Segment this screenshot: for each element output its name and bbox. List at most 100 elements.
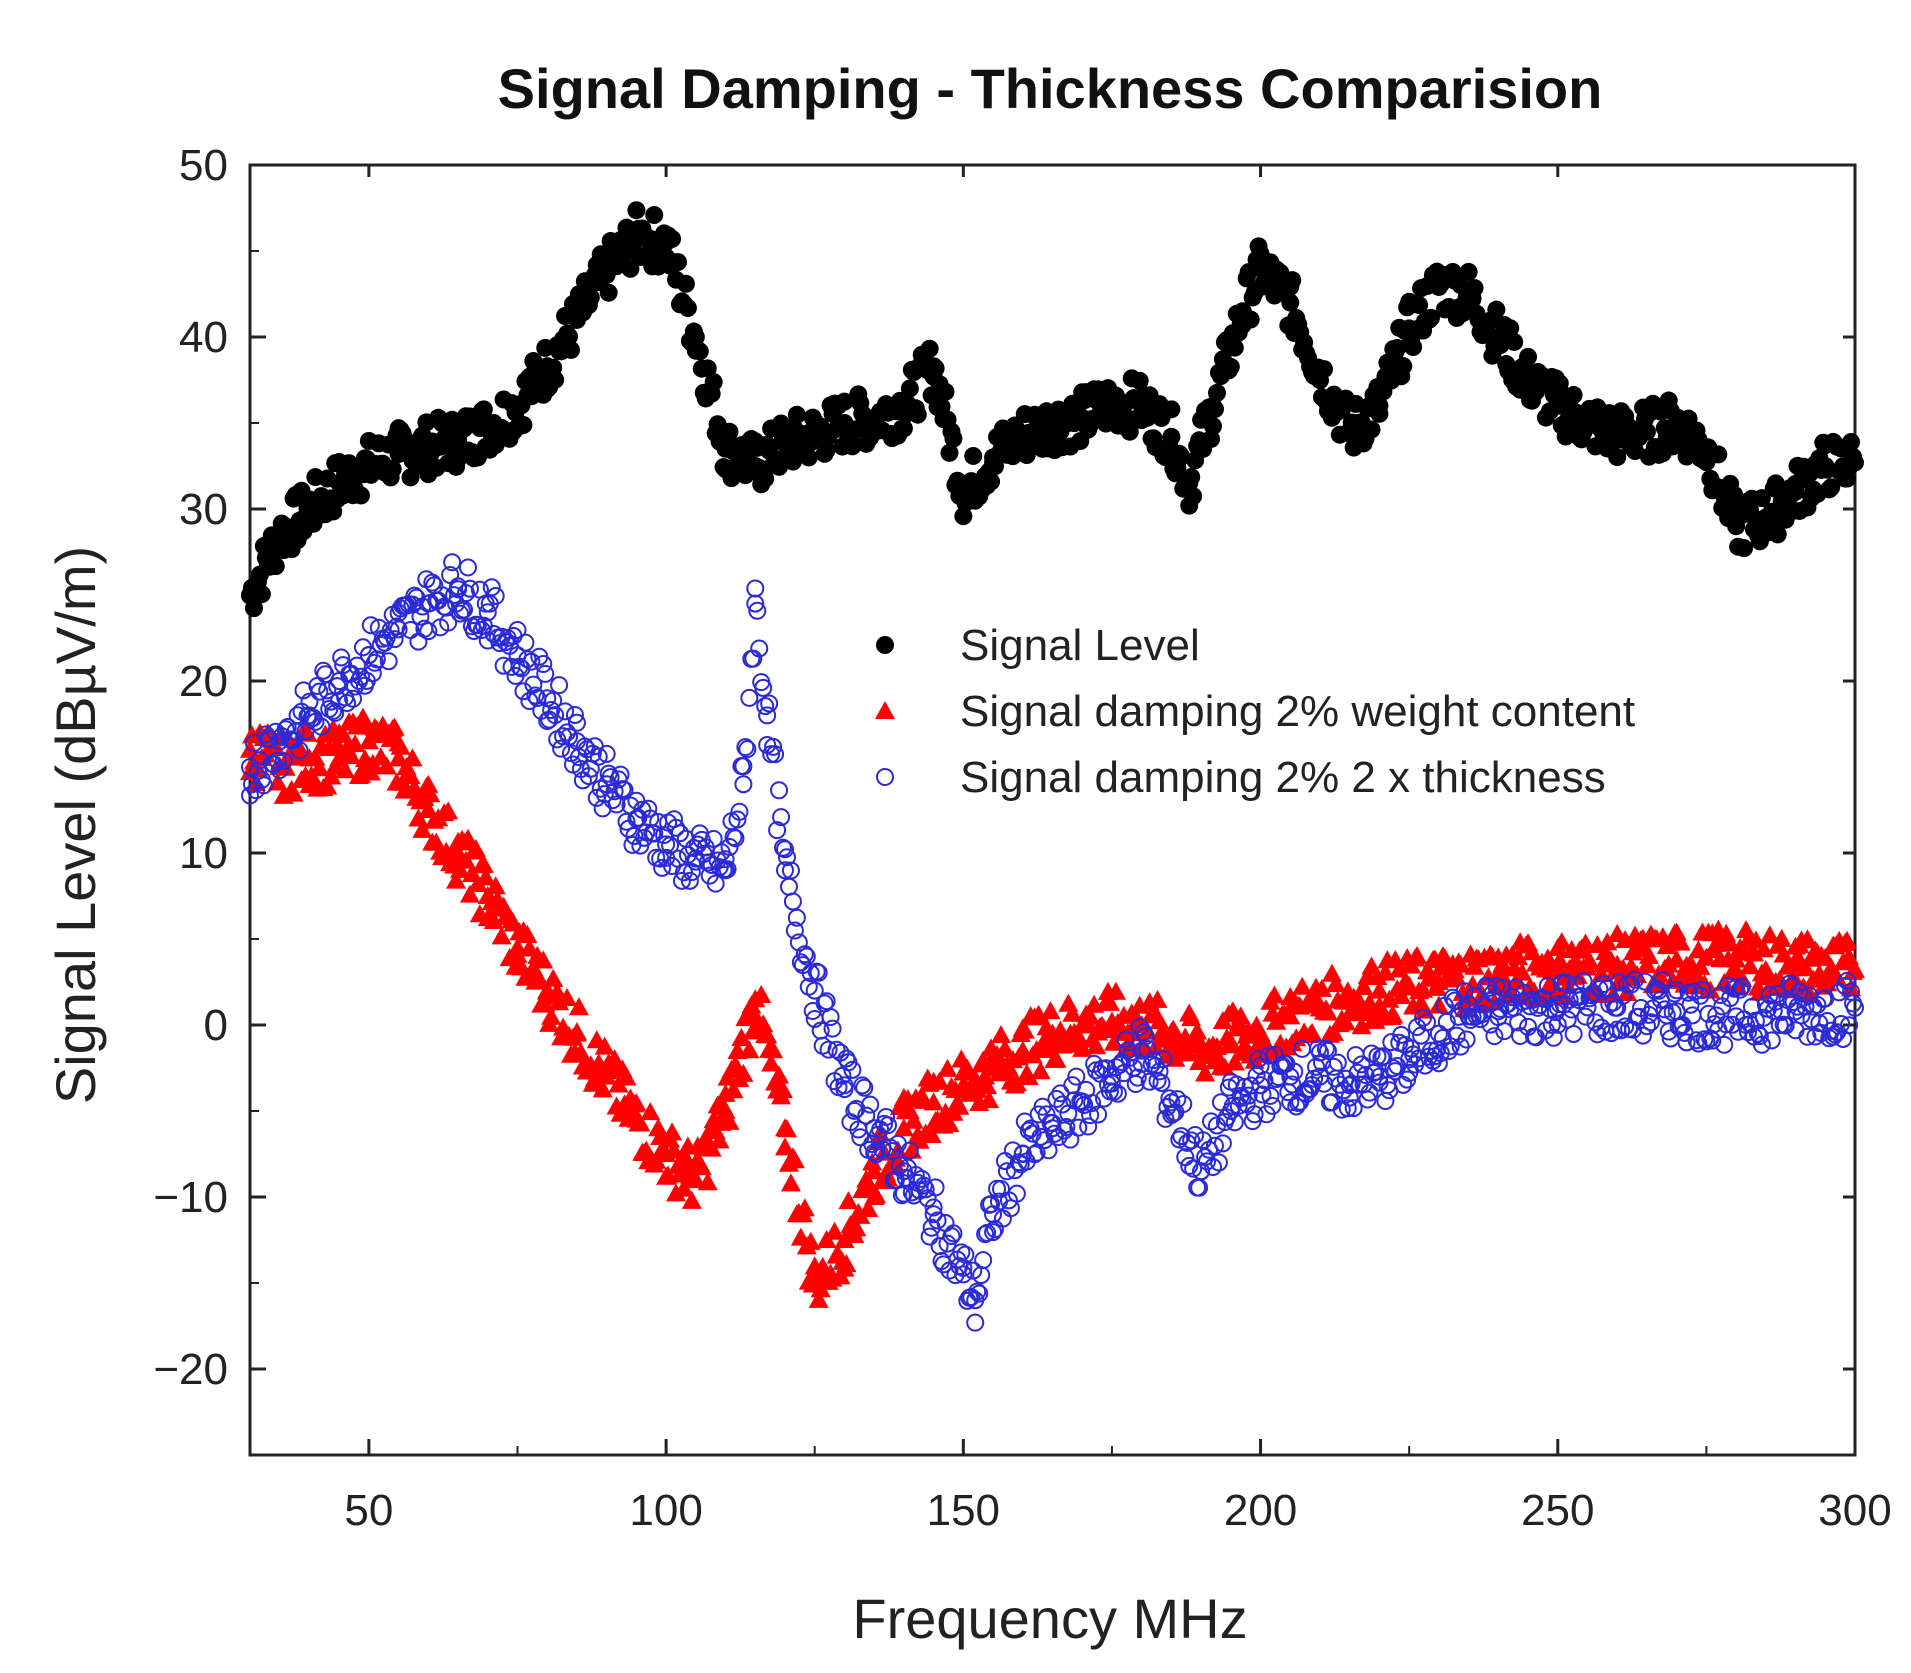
data-point xyxy=(562,340,580,359)
data-point xyxy=(723,1080,744,1099)
data-point xyxy=(592,1079,613,1098)
data-point xyxy=(954,507,973,526)
data-point xyxy=(1667,981,1686,1000)
data-point xyxy=(1030,1061,1051,1080)
series-layer xyxy=(240,201,1865,1332)
data-point xyxy=(314,661,333,680)
data-point xyxy=(808,1289,829,1308)
data-point xyxy=(1342,1074,1361,1093)
data-point xyxy=(1773,944,1794,963)
data-point xyxy=(645,824,664,843)
data-point xyxy=(1163,1019,1184,1038)
data-point xyxy=(324,701,343,720)
data-point xyxy=(1492,954,1513,973)
data-point xyxy=(1574,422,1593,441)
data-point xyxy=(344,689,363,708)
data-point xyxy=(979,1090,1000,1109)
data-point xyxy=(1079,1117,1098,1136)
data-point xyxy=(599,283,618,302)
data-point xyxy=(1356,1066,1375,1085)
data-point xyxy=(1253,1085,1272,1104)
data-point xyxy=(482,578,501,597)
data-point xyxy=(1317,1002,1338,1021)
data-point xyxy=(1733,977,1752,996)
data-point xyxy=(640,1102,661,1121)
data-point xyxy=(783,892,802,911)
data-point xyxy=(1766,474,1785,493)
data-point xyxy=(1844,447,1863,466)
data-point xyxy=(1556,973,1575,992)
data-point xyxy=(725,1055,746,1074)
data-point xyxy=(1302,1022,1323,1041)
data-point xyxy=(877,1107,896,1126)
data-point xyxy=(1429,1054,1448,1073)
data-point xyxy=(977,1076,998,1095)
data-point xyxy=(1209,1153,1228,1172)
data-point xyxy=(1695,1030,1714,1049)
data-point xyxy=(1051,1084,1070,1103)
data-point xyxy=(1762,1031,1781,1050)
data-point xyxy=(486,587,505,606)
data-point xyxy=(881,1138,900,1157)
data-point xyxy=(1392,1025,1411,1044)
data-point xyxy=(390,736,411,755)
data-point xyxy=(1414,1008,1433,1027)
data-point xyxy=(706,874,725,893)
data-point xyxy=(1715,1035,1734,1054)
data-point xyxy=(1358,1090,1377,1109)
data-point xyxy=(698,359,717,378)
data-point xyxy=(1564,386,1583,405)
data-point xyxy=(1709,445,1728,464)
data-point xyxy=(670,824,689,843)
data-point xyxy=(1324,1057,1343,1076)
data-point xyxy=(757,1025,778,1044)
data-point xyxy=(1195,1063,1216,1082)
data-point xyxy=(1204,1158,1222,1177)
data-point xyxy=(266,722,285,741)
y-tick-label: 20 xyxy=(179,657,228,706)
data-point xyxy=(1182,468,1201,487)
data-point xyxy=(1069,1118,1088,1137)
data-point xyxy=(846,1218,867,1237)
data-point xyxy=(1505,332,1524,351)
data-point xyxy=(485,876,506,895)
data-point xyxy=(383,460,402,479)
data-point xyxy=(1007,1184,1026,1203)
data-point xyxy=(589,747,608,766)
data-point xyxy=(514,415,533,434)
data-point xyxy=(544,691,563,710)
data-point xyxy=(799,448,818,467)
data-point xyxy=(1035,1131,1054,1150)
data-point xyxy=(1662,970,1683,989)
data-point xyxy=(1370,404,1389,423)
data-point xyxy=(1689,1034,1708,1053)
data-point xyxy=(554,727,573,746)
data-point xyxy=(456,584,475,603)
data-point xyxy=(1136,1027,1155,1046)
data-point xyxy=(1503,988,1522,1007)
x-axis-title: Frequency MHz xyxy=(852,1587,1247,1650)
data-point xyxy=(1241,310,1260,329)
data-point xyxy=(698,853,717,872)
data-point xyxy=(800,1231,821,1250)
data-point xyxy=(1679,983,1698,1002)
data-point xyxy=(1632,424,1650,443)
data-point xyxy=(321,766,342,785)
data-point xyxy=(1399,975,1420,994)
data-point xyxy=(1548,1015,1567,1034)
chart-title: Signal Damping - Thickness Comparision xyxy=(498,57,1603,120)
data-point xyxy=(865,1143,884,1162)
data-point xyxy=(1528,998,1547,1017)
data-point xyxy=(746,579,765,598)
data-point xyxy=(411,607,430,626)
data-point xyxy=(335,760,356,779)
data-point xyxy=(766,745,785,764)
data-point xyxy=(333,724,354,743)
data-point xyxy=(645,206,664,225)
data-point xyxy=(252,585,271,604)
data-point xyxy=(968,1282,987,1301)
data-point xyxy=(739,1040,760,1059)
data-point xyxy=(770,457,789,476)
data-point xyxy=(1148,1071,1167,1090)
